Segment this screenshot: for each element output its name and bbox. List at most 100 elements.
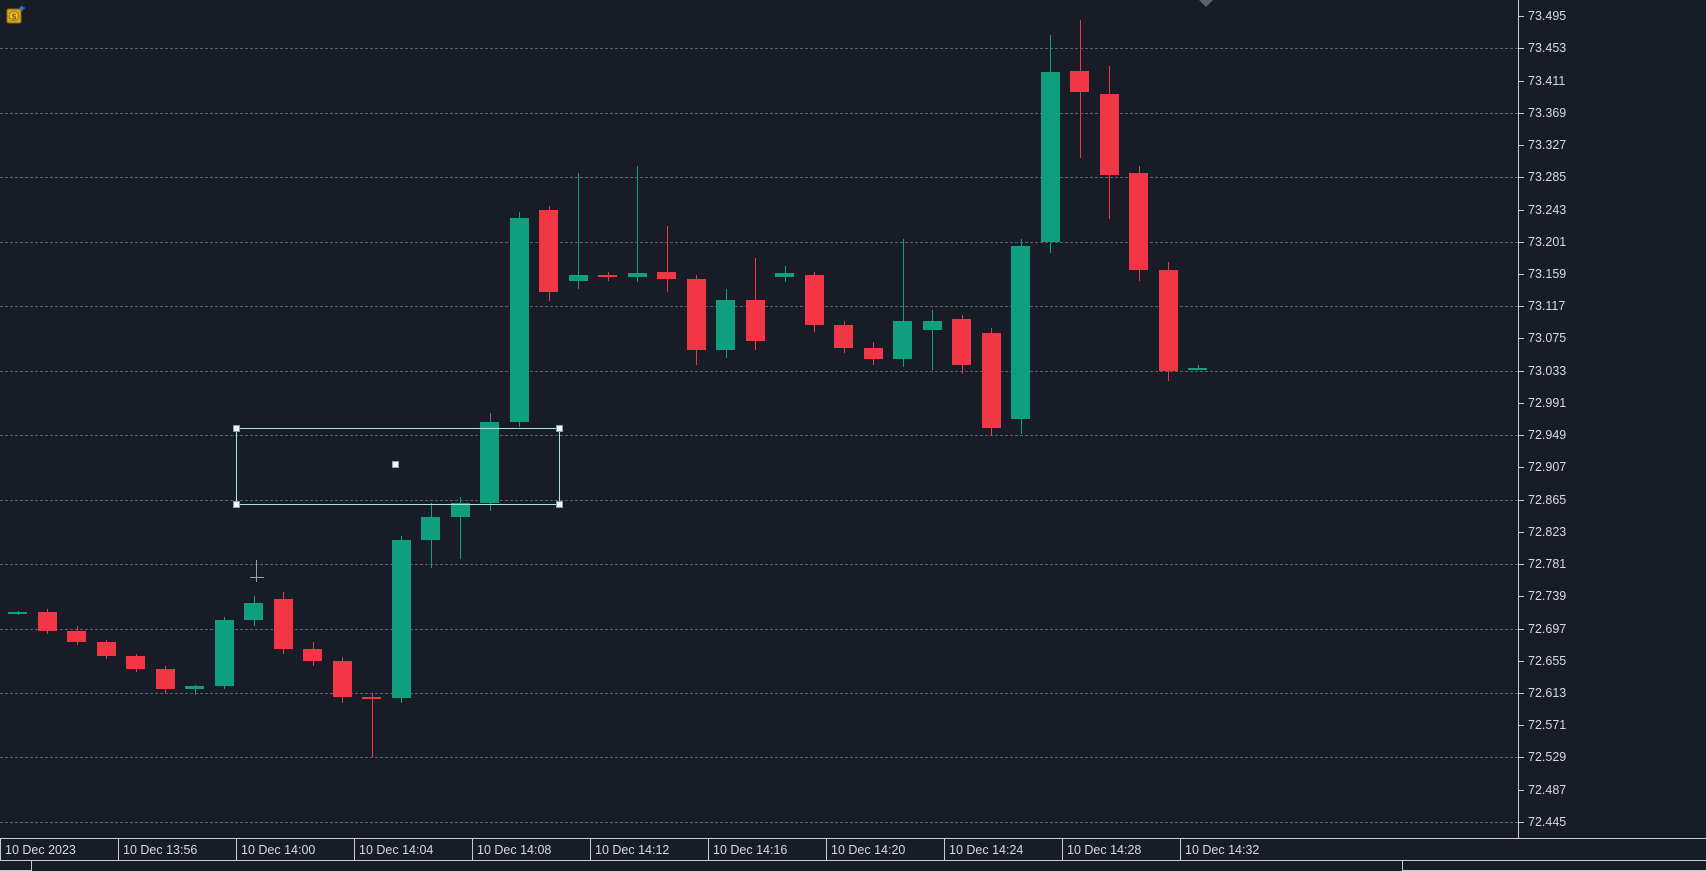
candle-wick	[460, 497, 461, 559]
candle-body	[1129, 173, 1148, 271]
candle-body	[185, 686, 204, 690]
candle-body	[1011, 245, 1030, 419]
candle-body	[864, 348, 883, 360]
candle-body	[451, 503, 470, 518]
price-tick-label: 72.487	[1519, 782, 1566, 798]
price-tick-label: 73.201	[1519, 234, 1566, 250]
candle-wick	[195, 684, 196, 696]
candle-body	[156, 669, 175, 690]
price-tick-label: 72.529	[1519, 749, 1566, 765]
candle-body	[510, 217, 529, 423]
horizontal-scrollbar[interactable]	[1402, 861, 1706, 871]
price-tick-label: 73.075	[1519, 330, 1566, 346]
rectangle-drawing[interactable]	[233, 425, 563, 508]
candle-body	[628, 273, 647, 278]
price-tick-label: 73.285	[1519, 169, 1566, 185]
add-money-icon[interactable]: $	[6, 6, 25, 25]
candle-body	[67, 630, 86, 643]
candle-wick	[578, 173, 579, 289]
price-tick-label: 73.369	[1519, 105, 1566, 121]
chevron-down-marker	[1199, 0, 1213, 7]
time-tick-label: 10 Dec 14:32	[1180, 839, 1259, 861]
time-tick-label: 10 Dec 14:24	[944, 839, 1023, 861]
candle-wick	[932, 310, 933, 370]
scroll-left-button[interactable]	[0, 861, 32, 871]
price-tick-label: 72.823	[1519, 524, 1566, 540]
time-tick-label: 10 Dec 14:12	[590, 839, 669, 861]
candle-body	[539, 210, 558, 292]
price-tick-label: 72.991	[1519, 395, 1566, 411]
price-tick-label: 72.781	[1519, 556, 1566, 572]
candle-body	[392, 540, 411, 699]
time-tick-label: 10 Dec 14:08	[472, 839, 551, 861]
candle-wick	[372, 693, 373, 757]
candle-body	[716, 300, 735, 350]
price-tick-label: 73.453	[1519, 40, 1566, 56]
svg-text:$: $	[12, 12, 17, 21]
candle-body	[687, 279, 706, 350]
drawing-layer	[233, 425, 563, 508]
price-tick-label: 72.907	[1519, 459, 1566, 475]
price-tick-label: 73.327	[1519, 137, 1566, 153]
candle-body	[834, 325, 853, 349]
time-tick-label: 10 Dec 2023	[0, 839, 76, 861]
time-tick-label: 10 Dec 13:56	[118, 839, 197, 861]
price-tick-label: 72.655	[1519, 653, 1566, 669]
price-tick-label: 72.445	[1519, 814, 1566, 830]
candle-body	[1159, 270, 1178, 372]
gridline	[0, 113, 1518, 115]
gridline	[0, 564, 1518, 566]
gridline	[0, 435, 1518, 437]
handle-bottom-left[interactable]	[233, 501, 240, 508]
candle-body	[362, 696, 381, 699]
candle-body	[38, 612, 57, 631]
candle-wick	[667, 225, 668, 292]
price-tick-label: 72.949	[1519, 427, 1566, 443]
handle-bottom-right[interactable]	[556, 501, 563, 508]
time-tick-label: 10 Dec 14:28	[1062, 839, 1141, 861]
gridline	[0, 693, 1518, 695]
candle-body	[805, 274, 824, 326]
handle-top-right[interactable]	[556, 425, 563, 432]
crosshair-vertical	[256, 560, 257, 582]
candle-body	[1188, 368, 1207, 371]
handle-top-left[interactable]	[233, 425, 240, 432]
candle-body	[8, 612, 27, 615]
candle-body	[923, 320, 942, 330]
candle-body	[215, 620, 234, 687]
candle-body	[775, 273, 794, 278]
price-tick-label: 73.411	[1519, 73, 1565, 89]
gridline	[0, 500, 1518, 502]
candle-body	[274, 599, 293, 650]
grid-layer	[0, 48, 1518, 824]
gridline	[0, 629, 1518, 631]
price-tick-label: 73.159	[1519, 266, 1566, 282]
price-tick-label: 73.033	[1519, 363, 1566, 379]
candle-body	[952, 319, 971, 366]
candle-body	[1041, 72, 1060, 243]
candle-body	[303, 649, 322, 662]
candle-body	[421, 517, 440, 541]
candle-body	[333, 661, 352, 697]
gridline	[0, 822, 1518, 824]
candle-body	[893, 320, 912, 360]
candle-wick	[1198, 365, 1199, 370]
handle-center[interactable]	[392, 461, 399, 468]
gridline	[0, 371, 1518, 373]
time-axis[interactable]: 10 Dec 2023 10 Dec 13:56 10 Dec 14:00 10 De…	[0, 838, 1706, 861]
price-tick-label: 72.697	[1519, 621, 1566, 637]
price-tick-label: 72.571	[1519, 717, 1566, 733]
price-tick-label: 72.739	[1519, 588, 1566, 604]
candle-body	[746, 300, 765, 341]
price-tick-label: 73.495	[1519, 8, 1566, 24]
price-tick-label: 72.865	[1519, 492, 1566, 508]
candlestick-series	[8, 19, 1207, 757]
candle-body	[598, 274, 617, 278]
chart-plot-area[interactable]: $	[0, 0, 1518, 838]
candle-body	[982, 333, 1001, 429]
candle-body	[1100, 93, 1119, 175]
bottom-bar	[0, 860, 1706, 871]
price-tick-label: 73.117	[1519, 298, 1565, 314]
price-axis[interactable]: 73.495 73.453 73.411 73.369 73.327 73.285 73.2…	[1518, 0, 1706, 838]
